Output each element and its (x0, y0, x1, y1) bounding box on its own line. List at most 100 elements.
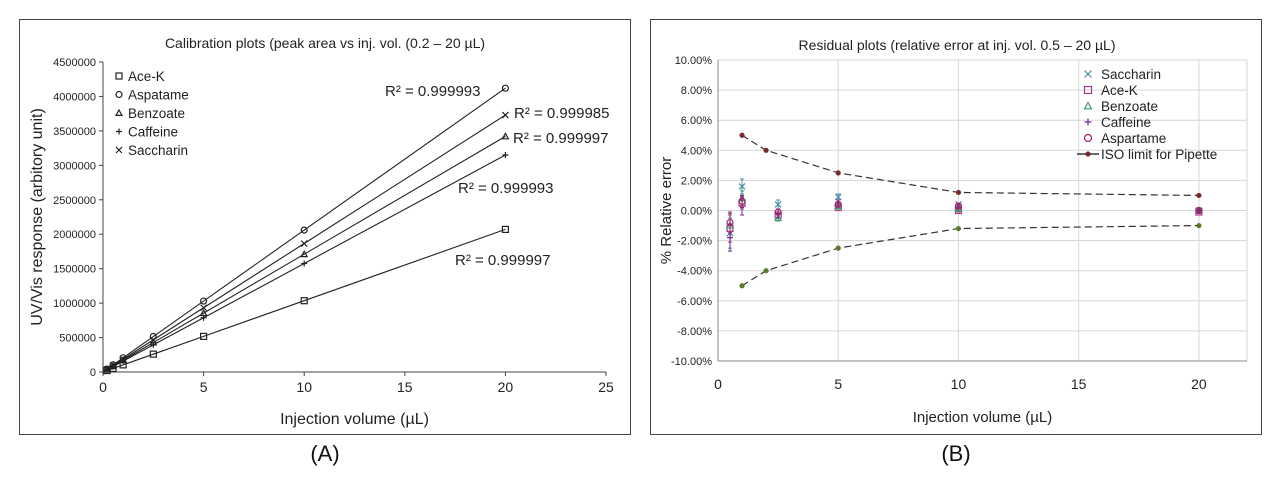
y-tick-label: 3000000 (53, 160, 96, 172)
data-point (300, 240, 308, 247)
r-squared-label: R² = 0.999997 (513, 130, 609, 147)
legend-label: Benzoate (128, 106, 185, 121)
r-squared-label: R² = 0.999997 (455, 252, 551, 269)
series-line-caffeine (106, 154, 506, 371)
y-tick-label: 6.00% (681, 115, 712, 127)
data-point (150, 341, 157, 348)
legend-label: ISO limit for Pipette (1101, 147, 1217, 162)
data-point (834, 200, 842, 209)
iso-limit-point (1196, 192, 1202, 199)
residual-chart: Residual plots (relative error at inj. v… (658, 37, 1248, 426)
x-tick-label: 5 (200, 379, 208, 395)
x-axis-label: Injection volume (µL) (280, 411, 429, 428)
series-line-ace-k (106, 228, 506, 372)
iso-limit-point (739, 283, 745, 289)
legend-limit-marker (1085, 151, 1091, 157)
y-tick-label: -4.00% (677, 266, 712, 278)
x-tick-label: 20 (1191, 376, 1207, 392)
legend-label: Saccharin (1101, 67, 1161, 82)
r-squared-label: R² = 0.999993 (385, 83, 481, 100)
data-point (502, 152, 509, 158)
data-point (501, 84, 509, 92)
legend-label: Ace-K (128, 69, 165, 84)
data-point (301, 260, 308, 267)
iso-limit-upper-line (741, 134, 1199, 197)
data-point (149, 350, 157, 358)
y-tick-label: 3500000 (53, 126, 96, 138)
x-tick-label: 10 (296, 379, 312, 395)
data-point (300, 249, 309, 258)
legend-label: Caffeine (1101, 115, 1151, 130)
x-tick-label: 20 (498, 379, 514, 395)
y-tick-label: 1500000 (53, 264, 96, 276)
data-point (200, 332, 208, 340)
legend-label: Saccharin (128, 143, 188, 158)
iso-limit-point (1196, 222, 1202, 229)
legend-marker (115, 146, 123, 154)
iso-limit-point (955, 225, 962, 232)
x-axis-label: Injection volume (µL) (913, 409, 1053, 426)
data-point (200, 314, 207, 321)
data-point (774, 208, 782, 216)
data-point (774, 201, 782, 208)
x-tick-label: 5 (834, 376, 842, 392)
y-tick-label: -2.00% (677, 236, 712, 248)
data-point (103, 366, 111, 373)
caption-b: (B) (941, 441, 971, 466)
data-point (738, 197, 746, 206)
series-line-benzoate (106, 135, 506, 371)
y-tick-label: 0 (90, 367, 96, 379)
r-squared-label: R² = 0.999993 (458, 180, 554, 197)
iso-limit-point (835, 170, 841, 176)
legend-label: Caffeine (128, 125, 178, 140)
y-tick-label: 2.00% (681, 175, 712, 187)
y-axis-label: UV/Vis response (arbitory unit) (29, 108, 46, 326)
y-tick-label: -8.00% (677, 326, 712, 338)
legend-marker (1084, 70, 1092, 78)
legend-label: Aspatame (128, 88, 189, 103)
data-point (954, 202, 963, 210)
data-point (726, 218, 734, 227)
y-tick-label: 4.00% (681, 145, 712, 157)
data-point (109, 362, 117, 369)
data-point (300, 226, 308, 234)
data-point (300, 297, 308, 305)
data-point (200, 304, 208, 312)
data-point (501, 111, 509, 119)
legend-marker (115, 90, 123, 99)
legend-label: Benzoate (1101, 99, 1158, 114)
y-tick-label: 500000 (59, 333, 96, 345)
y-tick-label: 4500000 (53, 57, 96, 69)
calibration-chart: Calibration plots (peak area vs inj. vol… (29, 35, 614, 428)
y-tick-label: -6.00% (677, 296, 712, 308)
y-tick-label: 10.00% (675, 55, 713, 67)
data-point (200, 297, 208, 305)
x-tick-label: 15 (1071, 376, 1087, 392)
caption-a: (A) (310, 441, 340, 466)
iso-limit-point (835, 245, 841, 251)
calibration-chart-panel: Calibration plots (peak area vs inj. vol… (19, 19, 631, 435)
iso-limit-lower-line (741, 224, 1199, 287)
data-point (149, 336, 157, 344)
x-tick-label: 15 (397, 379, 413, 395)
legend-marker (115, 72, 123, 80)
x-tick-label: 10 (951, 376, 967, 392)
legend-marker (1083, 101, 1093, 110)
y-tick-label: 4000000 (53, 91, 96, 103)
y-tick-label: 0.00% (681, 206, 712, 218)
iso-limit-point (763, 268, 769, 274)
x-tick-label: 0 (714, 376, 722, 392)
legend-marker (114, 108, 124, 116)
legend-label: Aspartame (1101, 131, 1166, 146)
iso-limit-point (763, 147, 769, 153)
data-point (501, 225, 509, 233)
r-squared-label: R² = 0.999985 (514, 105, 610, 122)
legend-label: Ace-K (1101, 83, 1138, 98)
data-point (738, 182, 746, 190)
legend-marker (1083, 133, 1093, 143)
legend-marker (116, 128, 122, 135)
data-point (1195, 206, 1203, 215)
x-tick-label: 0 (99, 379, 107, 395)
chart-title: Residual plots (relative error at inj. v… (799, 37, 1116, 53)
x-tick-label: 25 (598, 379, 614, 395)
